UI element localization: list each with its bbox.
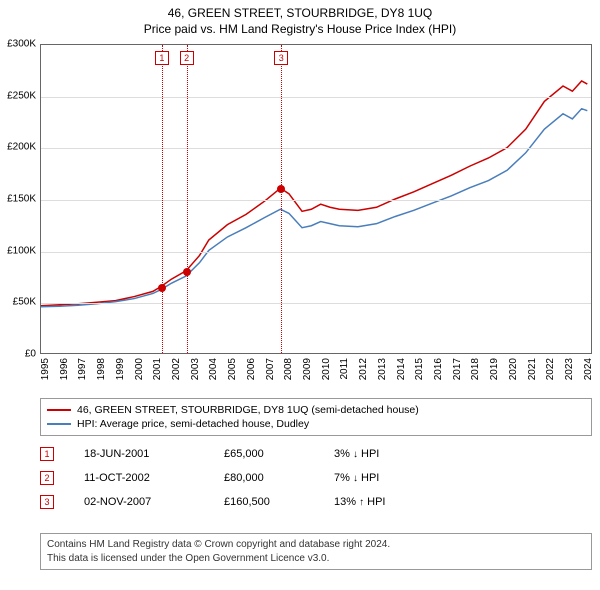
sale-row-date: 02-NOV-2007 bbox=[84, 496, 224, 508]
chart-container: 46, GREEN STREET, STOURBRIDGE, DY8 1UQ P… bbox=[0, 0, 600, 590]
sale-row-marker: 3 bbox=[40, 495, 54, 509]
sale-row-marker: 2 bbox=[40, 471, 54, 485]
sale-row: 3 02-NOV-2007£160,50013% ↑ HPI bbox=[40, 490, 592, 514]
gridline bbox=[41, 148, 591, 149]
x-tick-label: 2017 bbox=[452, 358, 463, 380]
series-line-property bbox=[41, 81, 587, 306]
x-tick-label: 2003 bbox=[190, 358, 201, 380]
gridline bbox=[41, 97, 591, 98]
x-tick-label: 2012 bbox=[358, 358, 369, 380]
line-svg bbox=[41, 45, 591, 353]
gridline bbox=[41, 200, 591, 201]
legend-swatch bbox=[47, 409, 71, 411]
legend-label: 46, GREEN STREET, STOURBRIDGE, DY8 1UQ (… bbox=[77, 404, 419, 416]
attribution-line: Contains HM Land Registry data © Crown c… bbox=[47, 538, 585, 552]
legend-label: HPI: Average price, semi-detached house,… bbox=[77, 418, 309, 430]
x-tick-label: 2023 bbox=[564, 358, 575, 380]
sale-marker-point bbox=[277, 185, 285, 193]
sale-row: 2 11-OCT-2002£80,0007% ↓ HPI bbox=[40, 466, 592, 490]
x-tick-label: 2021 bbox=[527, 358, 538, 380]
title-subtitle: Price paid vs. HM Land Registry's House … bbox=[0, 22, 600, 36]
legend-item-hpi: HPI: Average price, semi-detached house,… bbox=[47, 417, 585, 431]
plot-area: 12 3 bbox=[40, 44, 592, 354]
sale-row-price: £80,000 bbox=[224, 472, 334, 484]
sale-row-delta: 3% ↓ HPI bbox=[334, 448, 454, 460]
sale-row-price: £160,500 bbox=[224, 496, 334, 508]
y-tick-label: £150K bbox=[7, 194, 36, 205]
x-tick-label: 1999 bbox=[115, 358, 126, 380]
sale-row-delta: 7% ↓ HPI bbox=[334, 472, 454, 484]
x-tick-label: 2004 bbox=[208, 358, 219, 380]
legend-swatch bbox=[47, 423, 71, 425]
x-tick-label: 2010 bbox=[321, 358, 332, 380]
sale-row-date: 18-JUN-2001 bbox=[84, 448, 224, 460]
x-tick-label: 2014 bbox=[396, 358, 407, 380]
attribution: Contains HM Land Registry data © Crown c… bbox=[40, 533, 592, 570]
sale-marker-line bbox=[281, 45, 282, 353]
x-axis-labels: 1995 1996 1997 1998 1999 2000 2001 2002 2003 2004… bbox=[40, 356, 592, 396]
x-tick-label: 2020 bbox=[508, 358, 519, 380]
sale-row-price: £65,000 bbox=[224, 448, 334, 460]
sale-marker-line bbox=[187, 45, 188, 353]
gridline bbox=[41, 252, 591, 253]
sale-marker-box: 1 bbox=[155, 51, 169, 65]
x-tick-label: 2007 bbox=[265, 358, 276, 380]
sale-marker-point bbox=[183, 268, 191, 276]
x-tick-label: 2005 bbox=[227, 358, 238, 380]
x-tick-label: 1998 bbox=[96, 358, 107, 380]
y-tick-label: £300K bbox=[7, 39, 36, 50]
y-tick-label: £0 bbox=[25, 349, 36, 360]
sale-marker-line bbox=[162, 45, 163, 353]
sale-marker-point bbox=[158, 284, 166, 292]
sale-row-date: 11-OCT-2002 bbox=[84, 472, 224, 484]
sales-table: 1 18-JUN-2001£65,0003% ↓ HPI 2 11-OCT-2002£… bbox=[40, 442, 592, 514]
legend-item-property: 46, GREEN STREET, STOURBRIDGE, DY8 1UQ (… bbox=[47, 403, 585, 417]
x-tick-label: 2019 bbox=[489, 358, 500, 380]
title-address: 46, GREEN STREET, STOURBRIDGE, DY8 1UQ bbox=[0, 6, 600, 20]
x-tick-label: 2002 bbox=[171, 358, 182, 380]
y-tick-label: £200K bbox=[7, 142, 36, 153]
x-tick-label: 1995 bbox=[40, 358, 51, 380]
x-tick-label: 1996 bbox=[59, 358, 70, 380]
x-tick-label: 2013 bbox=[377, 358, 388, 380]
y-tick-label: £100K bbox=[7, 245, 36, 256]
attribution-line: This data is licensed under the Open Gov… bbox=[47, 552, 585, 566]
x-tick-label: 2000 bbox=[134, 358, 145, 380]
x-tick-label: 2016 bbox=[433, 358, 444, 380]
sale-row: 1 18-JUN-2001£65,0003% ↓ HPI bbox=[40, 442, 592, 466]
sale-marker-box: 2 bbox=[180, 51, 194, 65]
x-tick-label: 2022 bbox=[545, 358, 556, 380]
x-tick-label: 2006 bbox=[246, 358, 257, 380]
x-tick-label: 2015 bbox=[414, 358, 425, 380]
x-tick-label: 2001 bbox=[152, 358, 163, 380]
y-tick-label: £50K bbox=[13, 297, 36, 308]
x-tick-label: 1997 bbox=[77, 358, 88, 380]
title-block: 46, GREEN STREET, STOURBRIDGE, DY8 1UQ P… bbox=[0, 0, 600, 36]
gridline bbox=[41, 303, 591, 304]
y-tick-label: £250K bbox=[7, 90, 36, 101]
x-tick-label: 2009 bbox=[302, 358, 313, 380]
x-tick-label: 2008 bbox=[283, 358, 294, 380]
x-tick-label: 2018 bbox=[470, 358, 481, 380]
sale-marker-box: 3 bbox=[274, 51, 288, 65]
legend: 46, GREEN STREET, STOURBRIDGE, DY8 1UQ (… bbox=[40, 398, 592, 436]
sale-row-delta: 13% ↑ HPI bbox=[334, 496, 454, 508]
y-axis-labels: £0£50K£100K£150K£200K£250K£300K bbox=[0, 44, 38, 354]
x-tick-label: 2011 bbox=[339, 358, 350, 380]
sale-row-marker: 1 bbox=[40, 447, 54, 461]
x-tick-label: 2024 bbox=[583, 358, 594, 380]
